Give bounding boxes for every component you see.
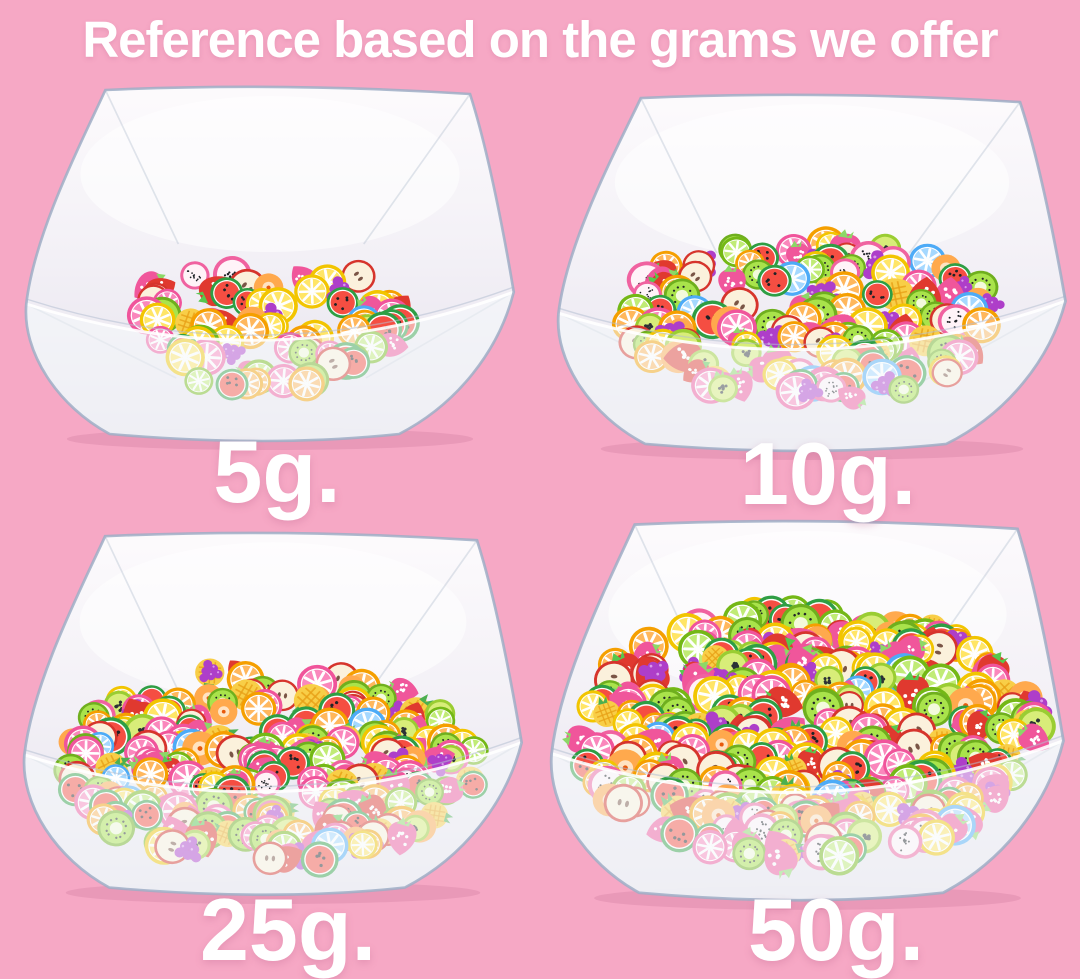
bowl-photo-25g xyxy=(22,531,524,904)
watermelon-slice xyxy=(757,264,792,297)
apple-slice xyxy=(341,259,376,293)
bowl-front-wall xyxy=(24,742,522,895)
amount-label-5g: 5g. xyxy=(213,422,341,521)
bowl-front-wall xyxy=(558,301,1066,451)
watermelon-slice xyxy=(326,287,359,319)
watermelon-slice xyxy=(275,746,311,780)
amount-label-25g: 25g. xyxy=(199,880,377,979)
orange-slice xyxy=(240,691,277,726)
lemon-slice xyxy=(294,274,330,309)
watermelon-slice xyxy=(861,280,893,309)
bowl-outline xyxy=(24,85,516,443)
page-title: Reference based on the grams we offer xyxy=(82,11,998,68)
bowl-figure-10g xyxy=(552,90,1072,462)
bowl-photo-50g xyxy=(549,519,1065,910)
bowl-outline xyxy=(22,531,524,897)
peach-slice xyxy=(209,698,238,725)
bowl-photo-10g xyxy=(556,93,1067,460)
grape-cluster xyxy=(199,659,223,683)
pink-strawberry-slice xyxy=(1017,723,1050,752)
bowl-figure-5g xyxy=(20,82,520,452)
bowl-photo-5g xyxy=(24,85,516,450)
bowl-figure-25g xyxy=(18,528,528,906)
bowl-front-wall xyxy=(551,740,1064,901)
bowl-outline xyxy=(556,93,1067,453)
amount-label-50g: 50g. xyxy=(747,880,925,979)
bowl-front-wall xyxy=(25,292,514,441)
bowl-outline xyxy=(549,519,1065,902)
bowl-figure-50g xyxy=(545,516,1070,912)
amount-label-10g: 10g. xyxy=(739,424,917,523)
